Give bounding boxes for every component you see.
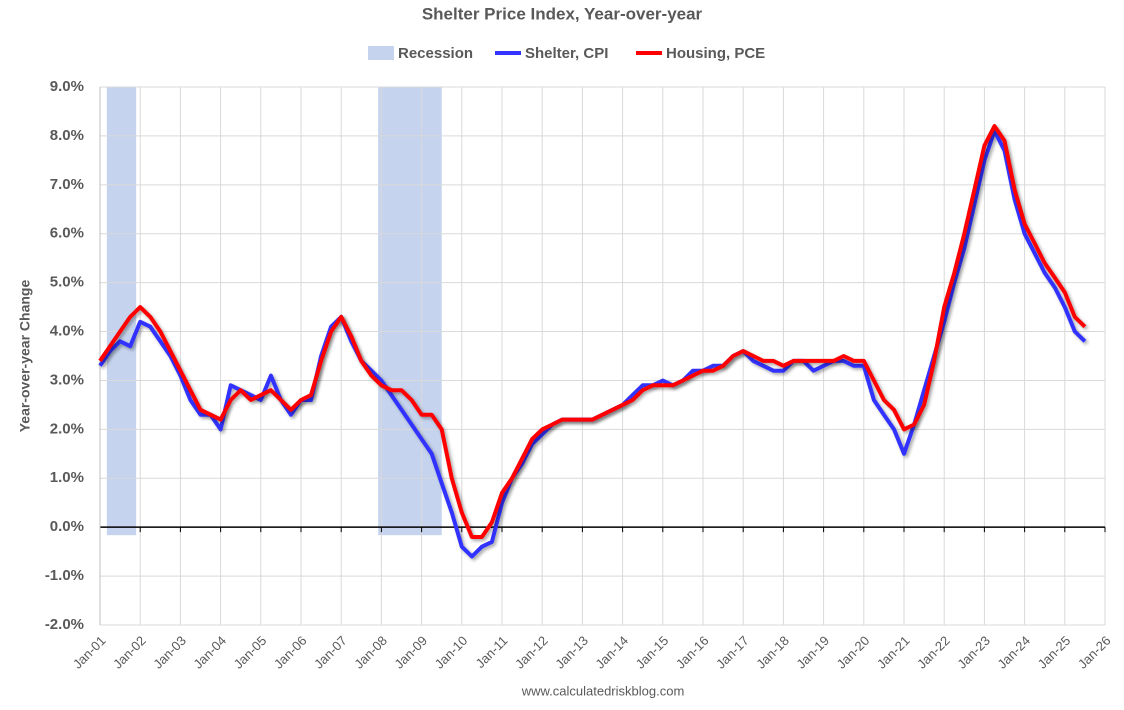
recession-band <box>378 87 442 536</box>
x-tick-label: Jan-25 <box>1035 633 1074 672</box>
x-tick-label: Jan-20 <box>834 633 873 672</box>
x-tick-label: Jan-08 <box>351 633 390 672</box>
y-tick-label: 5.0% <box>50 274 84 291</box>
y-tick-label: 6.0% <box>50 225 84 242</box>
x-tick-label: Jan-06 <box>271 633 310 672</box>
y-tick-label: 7.0% <box>50 176 84 193</box>
recession-band <box>106 87 137 536</box>
x-tick-label: Jan-05 <box>231 633 270 672</box>
x-tick-label: Jan-11 <box>473 633 511 671</box>
y-tick-label: 1.0% <box>50 469 84 486</box>
x-tick-label: Jan-19 <box>793 633 832 672</box>
legend-label: Recession <box>398 45 473 62</box>
y-tick-label: -1.0% <box>45 567 84 584</box>
x-tick-label: Jan-04 <box>190 633 229 672</box>
x-tick-label: Jan-18 <box>753 633 792 672</box>
x-tick-label: Jan-24 <box>994 633 1033 672</box>
y-tick-label: -2.0% <box>45 616 84 633</box>
x-tick-label: Jan-07 <box>311 633 350 672</box>
x-tick-label: Jan-14 <box>592 633 631 672</box>
x-tick-label: Jan-03 <box>150 633 189 672</box>
x-tick-label: Jan-13 <box>552 633 591 672</box>
y-axis-label: Year-over-year Change <box>17 280 33 433</box>
x-tick-label: Jan-10 <box>432 633 471 672</box>
x-tick-label: Jan-09 <box>391 633 430 672</box>
y-tick-label: 9.0% <box>50 78 84 95</box>
y-tick-label: 8.0% <box>50 127 84 144</box>
x-tick-label: Jan-26 <box>1075 633 1114 672</box>
chart-title: Shelter Price Index, Year-over-year <box>422 4 703 23</box>
x-tick-label: Jan-16 <box>673 633 712 672</box>
y-tick-label: 3.0% <box>50 371 84 388</box>
x-tick-label: Jan-02 <box>110 633 149 672</box>
series-line <box>98 124 1087 539</box>
source: www.calculatedriskblog.com <box>521 683 685 698</box>
x-tick-label: Jan-17 <box>713 633 752 672</box>
legend-swatch <box>368 46 394 60</box>
legend-label: Shelter, CPI <box>525 45 608 62</box>
y-tick-label: 4.0% <box>50 323 84 340</box>
y-tick-label: 2.0% <box>50 420 84 437</box>
x-tick-label: Jan-21 <box>874 633 913 672</box>
x-tick-label: Jan-15 <box>633 633 672 672</box>
x-tick-label: Jan-22 <box>914 633 953 672</box>
y-tick-label: 0.0% <box>50 518 84 535</box>
x-tick-label: Jan-12 <box>512 633 551 672</box>
x-tick-label: Jan-23 <box>954 633 993 672</box>
x-tick-label: Jan-01 <box>70 633 109 672</box>
legend-label: Housing, PCE <box>666 45 765 62</box>
